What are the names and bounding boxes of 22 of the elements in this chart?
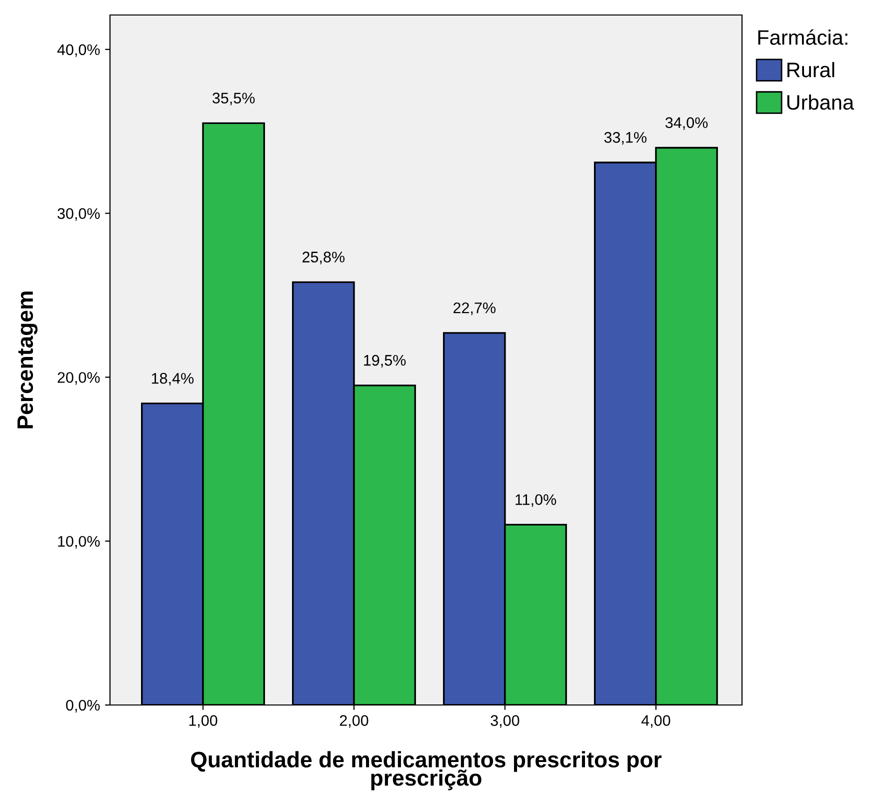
y-tick-label: 40,0% <box>57 44 100 57</box>
y-axis-title: Percentagem <box>18 292 38 428</box>
legend-label: Urbana <box>787 94 854 110</box>
y-tick-label: 0,0% <box>66 700 100 712</box>
x-tick-label: 4,00 <box>641 715 670 728</box>
data-label: 25,8% <box>302 252 345 264</box>
y-tick-label: 30,0% <box>58 208 100 221</box>
legend-title: Farmácia: <box>758 29 848 45</box>
data-label: 33,1% <box>604 132 646 145</box>
data-label: 18,4% <box>152 372 194 386</box>
y-tick-label: 20,0% <box>58 372 100 385</box>
x-tick-label: 1,00 <box>189 715 218 728</box>
x-tick-label: 2,00 <box>340 715 368 728</box>
data-label: 11,0% <box>516 494 556 507</box>
x-axis-title: Quantidade de medicamentos prescritos por prescrição <box>191 751 662 790</box>
legend-label: Rural <box>787 62 834 78</box>
y-tick-label: 10,0% <box>58 536 100 549</box>
data-label: 35,5% <box>212 92 255 106</box>
data-label: 19,5% <box>364 354 406 368</box>
data-label: 22,7% <box>454 302 496 316</box>
data-label: 34,0% <box>665 117 708 130</box>
x-tick-label: 3,00 <box>490 715 520 728</box>
